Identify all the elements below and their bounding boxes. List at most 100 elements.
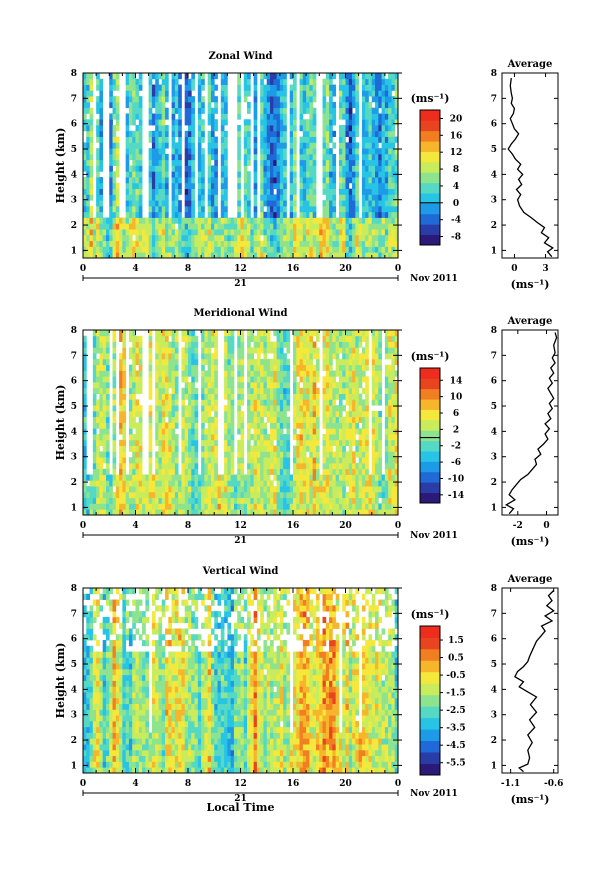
heatmap-cell [99, 136, 104, 143]
heatmap-cell [89, 182, 94, 190]
heatmap-cell [384, 240, 389, 247]
heatmap-cell [296, 364, 300, 371]
heatmap-cell [309, 457, 314, 464]
heatmap-cell [89, 130, 94, 137]
heatmap-cell [138, 503, 143, 510]
heatmap-cell [293, 451, 297, 458]
heatmap-cell [345, 130, 350, 137]
heatmap-cell [384, 474, 389, 481]
heatmap-cell [266, 142, 271, 149]
heatmap-cell [210, 376, 215, 383]
heatmap-cell [361, 177, 366, 184]
heatmap-cell [378, 234, 382, 242]
heatmap-cell [138, 119, 143, 126]
heatmap-cell [237, 451, 241, 458]
heatmap-cell [230, 393, 235, 400]
heatmap-cell [293, 188, 297, 195]
heatmap-cell [188, 491, 192, 499]
heatmap-cell [348, 468, 353, 475]
heatmap-cell [99, 410, 104, 418]
heatmap-cell [96, 376, 100, 383]
heatmap-cell [119, 462, 123, 470]
heatmap-cell [128, 229, 133, 236]
heatmap-cell [322, 78, 327, 85]
heatmap-cell [115, 480, 120, 487]
heatmap-cell [174, 462, 179, 470]
heatmap-cell [240, 330, 245, 337]
heatmap-cell [293, 445, 297, 452]
heatmap-cell [96, 410, 100, 418]
heatmap-cell [148, 234, 153, 242]
heatmap-cell [224, 353, 228, 360]
heatmap-cell [312, 503, 317, 510]
heatmap-cell [352, 171, 356, 178]
heatmap-cell [263, 370, 268, 377]
heatmap-cell [270, 428, 274, 435]
heatmap-cell [329, 101, 333, 109]
heatmap-cell [128, 387, 133, 394]
heatmap-cell [312, 422, 317, 429]
heatmap-cell [312, 211, 317, 218]
heatmap-cell [247, 211, 251, 218]
heatmap-cell [165, 341, 169, 348]
heatmap-cell [335, 468, 340, 475]
heatmap-cell [352, 90, 356, 97]
heatmap-cell [312, 125, 317, 132]
heatmap-cell [188, 84, 192, 91]
heatmap-cell [338, 370, 343, 377]
heatmap-cell [322, 416, 327, 423]
heatmap-cell [358, 428, 363, 435]
heatmap-cell [286, 428, 291, 435]
heatmap-cell [263, 84, 268, 91]
heatmap-cell [391, 96, 396, 103]
heatmap-cell [345, 347, 350, 354]
heatmap-cell [188, 434, 192, 441]
heatmap-cell [158, 171, 163, 178]
heatmap-cell [148, 393, 153, 400]
heatmap-cell [224, 200, 228, 207]
heatmap-cell [338, 165, 343, 172]
heatmap-cell [371, 130, 376, 137]
heatmap-cell [201, 229, 205, 236]
heatmap-cell [128, 217, 133, 224]
heatmap-cell [165, 474, 169, 481]
heatmap-cell [83, 347, 87, 354]
heatmap-cell [214, 358, 218, 366]
heatmap-cell [293, 486, 297, 493]
heatmap-cell [325, 73, 330, 80]
heatmap-cell [315, 462, 320, 470]
heatmap-cell [283, 171, 287, 178]
heatmap-cell [306, 341, 310, 348]
heatmap-cell [194, 422, 199, 429]
heatmap-cell [253, 217, 258, 224]
heatmap-cell [388, 211, 392, 218]
heatmap-cell [371, 217, 376, 224]
heatmap-cell [361, 246, 366, 253]
heatmap-cell [184, 503, 189, 510]
heatmap-cell [260, 200, 264, 207]
y-tick-label: 6 [71, 120, 77, 130]
heatmap-cell [207, 509, 212, 516]
heatmap-cell [293, 474, 297, 481]
heatmap-cell [138, 171, 143, 178]
heatmap-cell [253, 347, 258, 354]
heatmap-cell [119, 451, 123, 458]
heatmap-cell [122, 451, 127, 458]
heatmap-cell [338, 96, 343, 103]
heatmap-cell [315, 457, 320, 464]
heatmap-cell [276, 358, 281, 366]
heatmap-cell [345, 451, 350, 458]
heatmap-cell [312, 217, 317, 224]
heatmap-cell [302, 486, 307, 493]
heatmap-cell [184, 439, 189, 447]
heatmap-cell [273, 211, 277, 218]
heatmap-cell [391, 240, 396, 247]
heatmap-cell [315, 491, 320, 499]
heatmap-cell [210, 422, 215, 429]
heatmap-cell [197, 125, 202, 132]
heatmap-cell [270, 229, 274, 236]
heatmap-cell [151, 491, 156, 499]
heatmap-cell [174, 142, 179, 149]
heatmap-cell [355, 347, 360, 354]
heatmap-cell [371, 457, 376, 464]
